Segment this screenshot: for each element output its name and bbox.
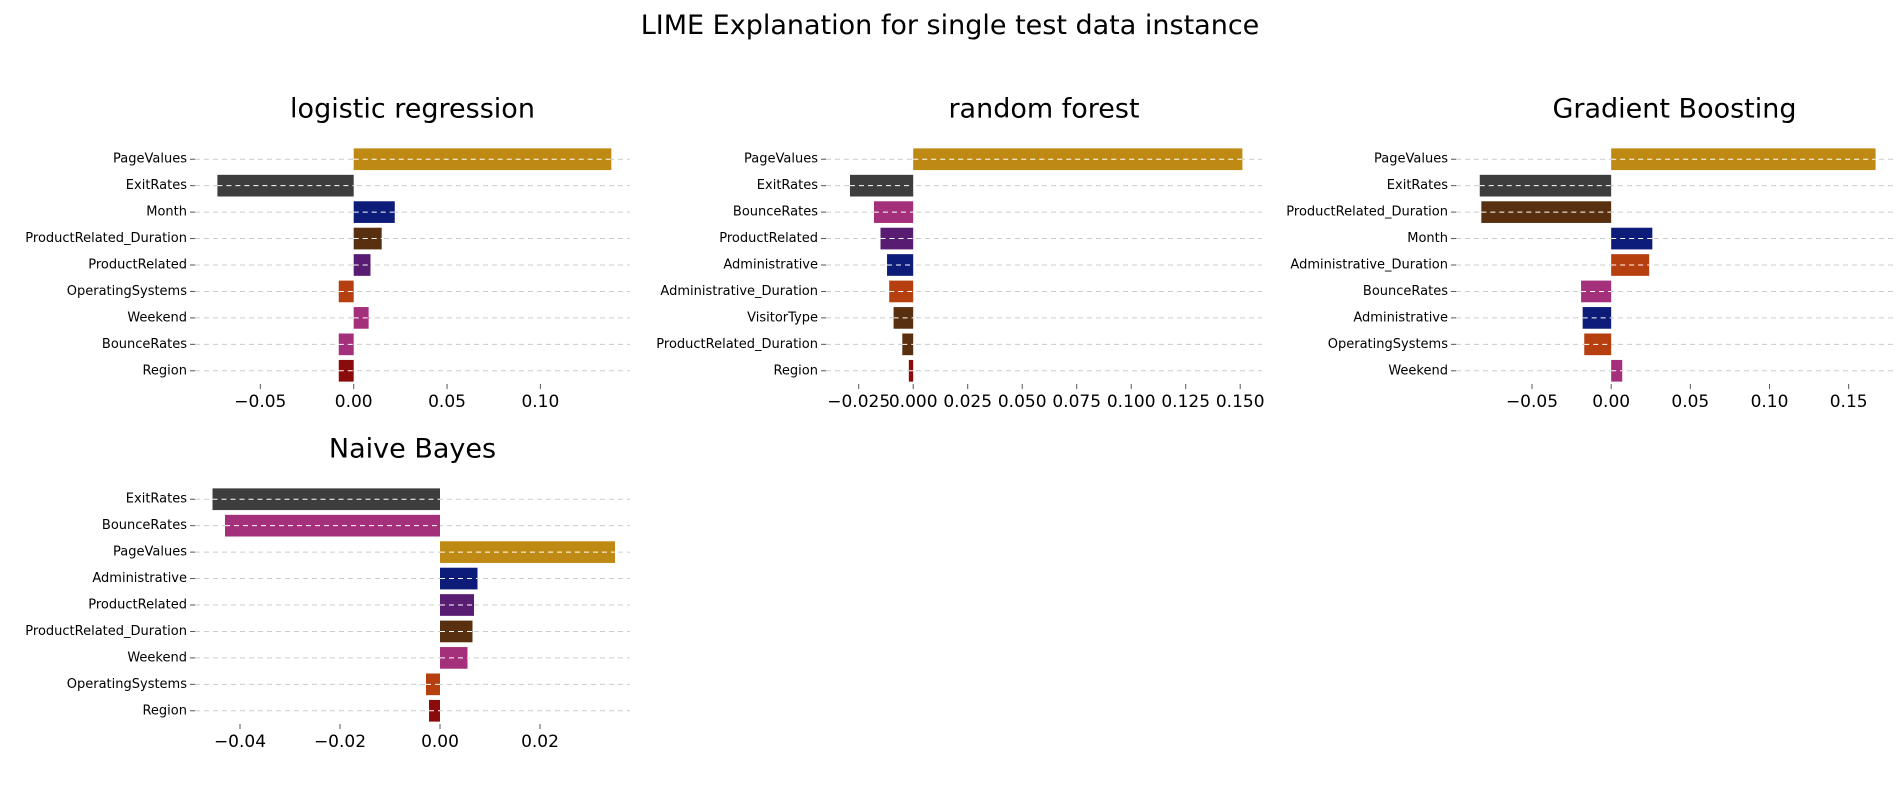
x-tick-label: 0.00 [421, 732, 459, 752]
subplot-title: random forest [948, 94, 1139, 125]
x-tick-label: 0.050 [998, 392, 1047, 412]
x-tick-label: 0.15 [1830, 392, 1868, 412]
subplot-title: logistic regression [290, 94, 535, 125]
figure-suptitle: LIME Explanation for single test data in… [640, 10, 1260, 41]
x-tick-label: −0.025 [827, 392, 890, 412]
bar [338, 280, 354, 303]
x-tick-label: 0.100 [1107, 392, 1156, 412]
y-tick-label: OperatingSystems [1328, 337, 1448, 352]
x-tick-label: 0.075 [1052, 392, 1101, 412]
bar [217, 174, 354, 197]
subplot-title: Naive Bayes [329, 434, 496, 465]
x-tick-label: 0.10 [1751, 392, 1789, 412]
y-tick-label: ProductRelated [719, 231, 818, 246]
y-tick-label: ExitRates [126, 178, 187, 193]
x-tick-label: 0.125 [1161, 392, 1210, 412]
x-tick-label: 0.02 [521, 732, 559, 752]
x-tick-label: −0.02 [314, 732, 366, 752]
bar [1611, 148, 1876, 171]
y-tick-label: ProductRelated [88, 258, 187, 273]
y-tick-label: Month [146, 205, 187, 220]
y-tick-label: OperatingSystems [67, 677, 187, 692]
x-tick-label: 0.00 [1592, 392, 1630, 412]
y-tick-label: PageValues [1374, 152, 1448, 167]
bar [426, 673, 440, 696]
bar [880, 227, 914, 250]
y-tick-label: ProductRelated [88, 598, 187, 613]
y-tick-label: ExitRates [1387, 178, 1448, 193]
subplot-1: logistic regression PageValues ExitRates Mo… [25, 94, 630, 412]
bar [212, 488, 440, 511]
x-tick-label: 0.05 [428, 392, 466, 412]
y-tick-label: Administrative_Duration [660, 284, 818, 299]
y-tick-label: BounceRates [102, 518, 187, 533]
x-tick-label: 0.10 [521, 392, 559, 412]
y-tick-label: PageValues [113, 152, 187, 167]
y-tick-label: Region [773, 363, 818, 378]
subplot-title: Gradient Boosting [1552, 94, 1796, 125]
bar [1581, 280, 1612, 303]
y-tick-label: Weekend [127, 650, 187, 665]
y-tick-label: Administrative_Duration [1290, 258, 1448, 273]
bar [225, 514, 440, 537]
bar [440, 541, 615, 563]
bar [1582, 307, 1612, 329]
x-tick-label: 0.05 [1671, 392, 1709, 412]
y-tick-label: PageValues [744, 152, 818, 167]
x-tick-label: 0.150 [1216, 392, 1265, 412]
y-tick-label: ExitRates [126, 492, 187, 507]
y-tick-label: Region [142, 363, 187, 378]
x-tick-label: 0.000 [889, 392, 938, 412]
x-tick-label: 0.025 [943, 392, 992, 412]
bar [353, 254, 371, 276]
y-tick-label: PageValues [113, 545, 187, 560]
bar [1611, 359, 1623, 382]
y-tick-label: ProductRelated_Duration [1286, 205, 1448, 220]
x-tick-label: −0.04 [214, 732, 266, 752]
bar [338, 359, 354, 382]
y-tick-label: Region [142, 703, 187, 718]
y-tick-label: ExitRates [757, 178, 818, 193]
y-tick-label: OperatingSystems [67, 284, 187, 299]
bar [429, 699, 440, 722]
bar [338, 333, 354, 356]
x-tick-label: −0.05 [234, 392, 286, 412]
bar [353, 307, 369, 329]
bar [440, 620, 473, 643]
y-tick-label: ProductRelated_Duration [656, 337, 818, 352]
bar [440, 594, 474, 616]
y-tick-label: Administrative [92, 571, 187, 586]
subplot-4: Naive Bayes ExitRates BounceRates PageValue… [25, 434, 630, 752]
y-tick-label: Administrative [1353, 310, 1448, 325]
y-tick-label: BounceRates [102, 337, 187, 352]
y-tick-label: ProductRelated_Duration [25, 231, 187, 246]
y-tick-label: VisitorType [747, 310, 818, 325]
y-tick-label: Weekend [1388, 363, 1448, 378]
bar [353, 227, 382, 250]
y-tick-label: Administrative [723, 258, 818, 273]
y-tick-label: ProductRelated_Duration [25, 624, 187, 639]
subplot-2: random forest PageValues ExitRates BounceRa… [656, 94, 1264, 413]
y-tick-label: Month [1407, 231, 1448, 246]
subplot-3: Gradient Boosting PageValues ExitRates Prod… [1286, 94, 1893, 412]
y-tick-label: Weekend [127, 310, 187, 325]
bar [902, 333, 914, 356]
y-tick-label: BounceRates [733, 205, 818, 220]
y-tick-label: BounceRates [1363, 284, 1448, 299]
x-tick-label: 0.00 [335, 392, 373, 412]
x-tick-label: −0.05 [1506, 392, 1558, 412]
